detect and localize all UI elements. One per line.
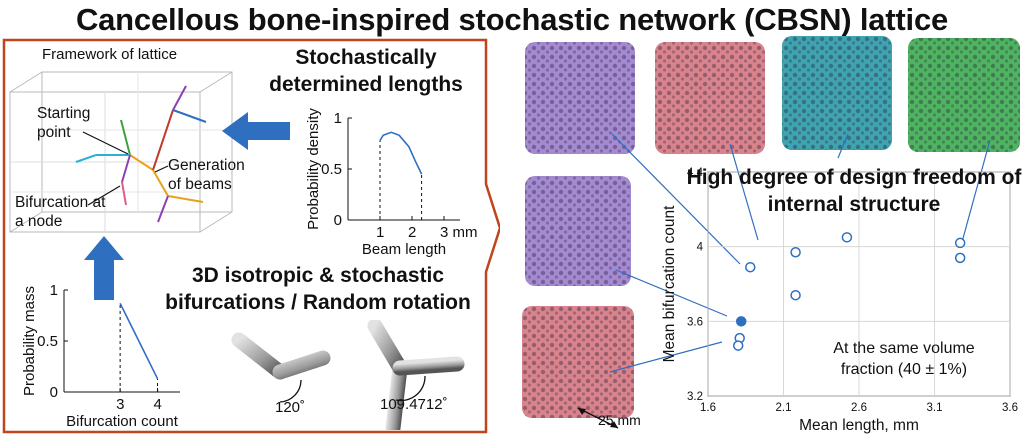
angle-120-label: 120˚: [275, 399, 306, 416]
scatter-point: [732, 340, 744, 351]
pdf-x-tick-label: 2: [408, 224, 416, 241]
scale-label: 25 mm: [598, 412, 641, 428]
left-arrow-icon: [222, 112, 290, 150]
scale-bar: [577, 407, 619, 429]
teal-cube: [782, 36, 892, 150]
scatter-x-tick-label: 3.6: [1002, 402, 1018, 414]
bifurcation-at-node-label: Bifurcation at a node: [15, 194, 106, 230]
scatter-y-axis-label: Mean bifurcation count: [661, 205, 678, 363]
scatter-x-tick-label: 2.1: [776, 402, 792, 414]
scatter-x-axis-label: Mean length, mm: [799, 417, 919, 434]
pdf-y-axis-label: Probability density: [305, 108, 322, 230]
bifurcations-heading: 3D isotropic & stochastic bifurcations /…: [165, 264, 471, 314]
purple-cube-middle: [525, 176, 631, 286]
scatter-x-tick-label: 2.6: [851, 402, 867, 414]
scatter-point: [735, 316, 747, 327]
joint-109: [367, 320, 465, 430]
pdf-x-tick-label: 3 mm: [440, 224, 478, 241]
pdf-y-tick-label: 1: [334, 110, 342, 127]
scatter-point: [790, 247, 801, 258]
pmf-y-tick-label: 0.5: [37, 333, 58, 350]
pmf-y-axis-label: Probability mass: [21, 286, 38, 396]
beam-network: [75, 85, 207, 223]
scatter-chart: 1.6 2.1 2.6 3.1 3.6 3.2 3.6 4 4.4 Mean length, mm…: [661, 167, 1018, 434]
scatter-point: [790, 289, 801, 301]
scatter-y-tick-label: 3.6: [687, 316, 703, 328]
scatter-point: [841, 232, 853, 243]
pmf-x-tick-label: 4: [154, 396, 162, 413]
figure-title: Cancellous bone-inspired stochastic netw…: [75, 2, 949, 37]
pdf-x-axis-label: Beam length: [362, 241, 446, 258]
pmf-x-axis-label: Bifurcation count: [66, 413, 179, 428]
pdf-y-tick-label: 0: [334, 212, 342, 229]
callout-lines: [82, 131, 169, 206]
scatter-x-tick-label: 3.1: [927, 402, 943, 414]
pmf-curve: [119, 302, 159, 380]
scatter-point: [745, 261, 756, 273]
pmf-x-tick-label: 3: [116, 396, 124, 413]
framework-label: Framework of lattice: [42, 46, 178, 63]
design-freedom-heading: High degree of design freedom of interna…: [686, 166, 1022, 216]
scatter-y-tick-label: 3.2: [687, 391, 703, 403]
joint-renders: [231, 320, 465, 430]
scatter-y-tick-label: 4.4: [687, 167, 704, 179]
left-panel-frame: [2, 38, 500, 434]
pdf-curve: [379, 131, 423, 175]
volume-fraction-note: At the same volume fraction (40 ± 1%): [833, 340, 975, 378]
pink-cube-bottom: [522, 306, 634, 418]
lattice-framework-box: [9, 71, 233, 233]
pdf-x-tick-label: 1: [376, 224, 384, 241]
green-cube: [908, 38, 1020, 152]
purple-cube-top: [525, 42, 635, 154]
pink-cube-top: [655, 42, 765, 154]
scatter-point: [954, 237, 966, 249]
angle-109-label: 109.4712˚: [380, 396, 448, 413]
pmf-y-tick-label: 1: [50, 282, 58, 299]
up-arrow-icon: [84, 236, 124, 300]
joint-120: [231, 332, 331, 430]
generation-of-beams-label: Generation of beams: [168, 157, 245, 193]
scatter-x-tick-label: 1.6: [700, 402, 716, 414]
scatter-y-tick-label: 4: [697, 242, 704, 254]
pdf-y-tick-label: 0.5: [321, 161, 342, 178]
scatter-point: [954, 252, 966, 264]
starting-point-label: Starting point: [37, 105, 91, 141]
pmf-y-tick-label: 0: [50, 384, 58, 401]
lengths-heading: Stochastically determined lengths: [269, 46, 463, 96]
